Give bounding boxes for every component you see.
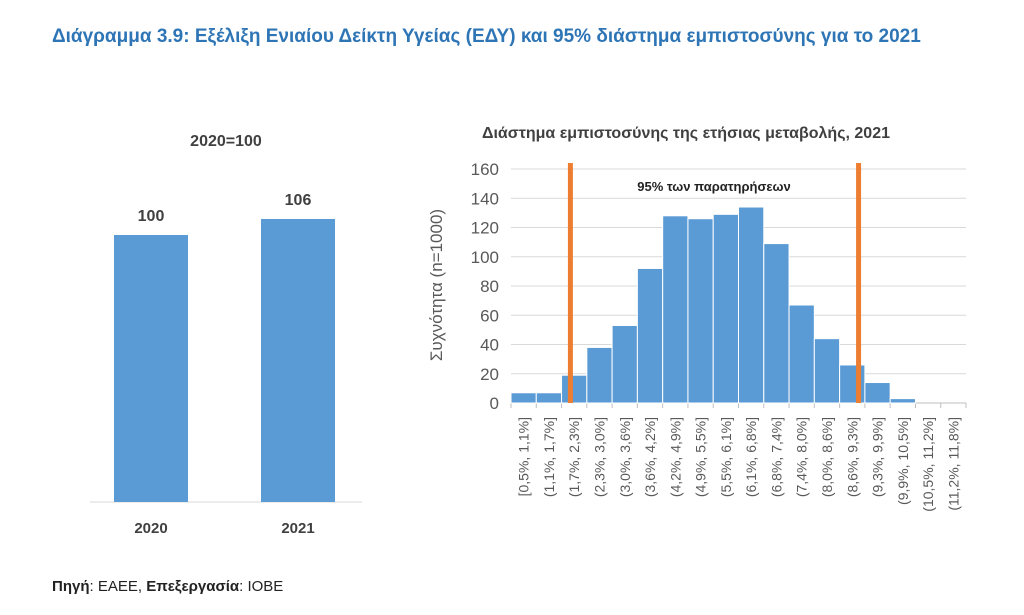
x-tick-label: (9,3%, 9,9%] bbox=[870, 417, 886, 497]
histogram-chart: Διάστημα εμπιστοσύνης της ετήσιας μεταβο… bbox=[427, 125, 967, 512]
left-chart-title: 2020=100 bbox=[190, 133, 262, 150]
index-bar-chart: 2020=100 100 2020 106 2021 bbox=[90, 133, 362, 537]
histogram-bar bbox=[839, 364, 866, 404]
y-tick-label: 160 bbox=[471, 160, 499, 179]
x-tick-label: (6,1%, 6,8%] bbox=[743, 417, 759, 497]
histogram-bar bbox=[561, 374, 588, 404]
x-tick-label: (3,6%, 4,2%] bbox=[642, 417, 658, 497]
histogram-bar bbox=[763, 243, 790, 404]
x-tick-label: (6,8%, 7,4%] bbox=[768, 417, 784, 497]
x-tick-label: (10,5%, 11,2%] bbox=[920, 417, 936, 512]
y-tick-label: 140 bbox=[471, 189, 499, 208]
histogram-bar bbox=[687, 218, 714, 404]
histogram-bar bbox=[788, 304, 815, 404]
x-tick-label: (11,2%, 11,8%] bbox=[945, 417, 961, 511]
y-tick-label: 60 bbox=[480, 306, 499, 325]
x-tick-label: [0,5%, 1,1%] bbox=[516, 417, 532, 496]
histogram-bar bbox=[636, 267, 664, 404]
x-tick-label: (8,0%, 8,6%] bbox=[819, 417, 835, 497]
data-label-2020: 100 bbox=[138, 208, 165, 225]
data-label-2021: 106 bbox=[285, 192, 312, 209]
y-tick-label: 40 bbox=[480, 336, 499, 355]
bar-2021 bbox=[261, 218, 335, 503]
y-axis-label: Συχνότητα (n=1000) bbox=[427, 209, 446, 361]
histogram-bar bbox=[813, 338, 841, 404]
histogram-bar bbox=[662, 215, 689, 404]
histogram-bar bbox=[712, 213, 740, 404]
category-label-2020: 2020 bbox=[134, 520, 167, 537]
right-chart-title: Διάστημα εμπιστοσύνης της ετήσιας μεταβο… bbox=[482, 125, 890, 142]
x-tick-label: (2,3%, 3,0%] bbox=[591, 417, 607, 497]
histogram-bar bbox=[535, 392, 563, 404]
histogram-bar bbox=[889, 398, 916, 404]
x-tick-label: (8,6%, 9,3%] bbox=[844, 417, 860, 497]
category-label-2021: 2021 bbox=[281, 520, 314, 537]
source-label: Πηγή bbox=[52, 578, 90, 595]
x-tick-label: (4,9%, 5,5%] bbox=[693, 417, 709, 497]
bar-2020 bbox=[114, 235, 188, 502]
histogram-bar bbox=[738, 206, 765, 404]
histogram-bar bbox=[586, 346, 613, 404]
source-note: Πηγή: ΕΑΕΕ, Επεξεργασία: ΙΟΒΕ bbox=[52, 578, 283, 595]
y-tick-label: 80 bbox=[480, 277, 499, 296]
x-tick-label: (4,2%, 4,9%] bbox=[667, 417, 683, 497]
page-title: Διάγραμμα 3.9: Εξέλιξη Ενιαίου Δείκτη Υγ… bbox=[52, 26, 921, 47]
x-tick-label: (1,7%, 2,3%] bbox=[566, 417, 582, 497]
y-tick-label: 0 bbox=[490, 394, 499, 413]
x-tick-label: (3,0%, 3,6%] bbox=[617, 417, 633, 497]
histogram-bar bbox=[510, 392, 537, 404]
histogram-bar bbox=[864, 382, 891, 404]
x-tick-label: (1,1%, 1,7%] bbox=[541, 417, 557, 497]
y-tick-label: 20 bbox=[480, 365, 499, 384]
y-tick-label: 120 bbox=[471, 219, 499, 238]
x-tick-label: (5,5%, 6,1%] bbox=[718, 417, 734, 497]
y-tick-label: 100 bbox=[471, 248, 499, 267]
x-tick-label: (9,9%, 10,5%] bbox=[895, 417, 911, 505]
source-text: : ΕΑΕΕ, bbox=[89, 578, 147, 595]
x-tick-label: (7,4%, 8,0%] bbox=[794, 417, 810, 497]
processing-text: : ΙΟΒΕ bbox=[239, 578, 284, 595]
processing-label: Επεξεργασία bbox=[146, 578, 240, 595]
interval-annotation: 95% των παρατηρήσεων bbox=[637, 179, 791, 194]
histogram-bar bbox=[611, 324, 638, 404]
